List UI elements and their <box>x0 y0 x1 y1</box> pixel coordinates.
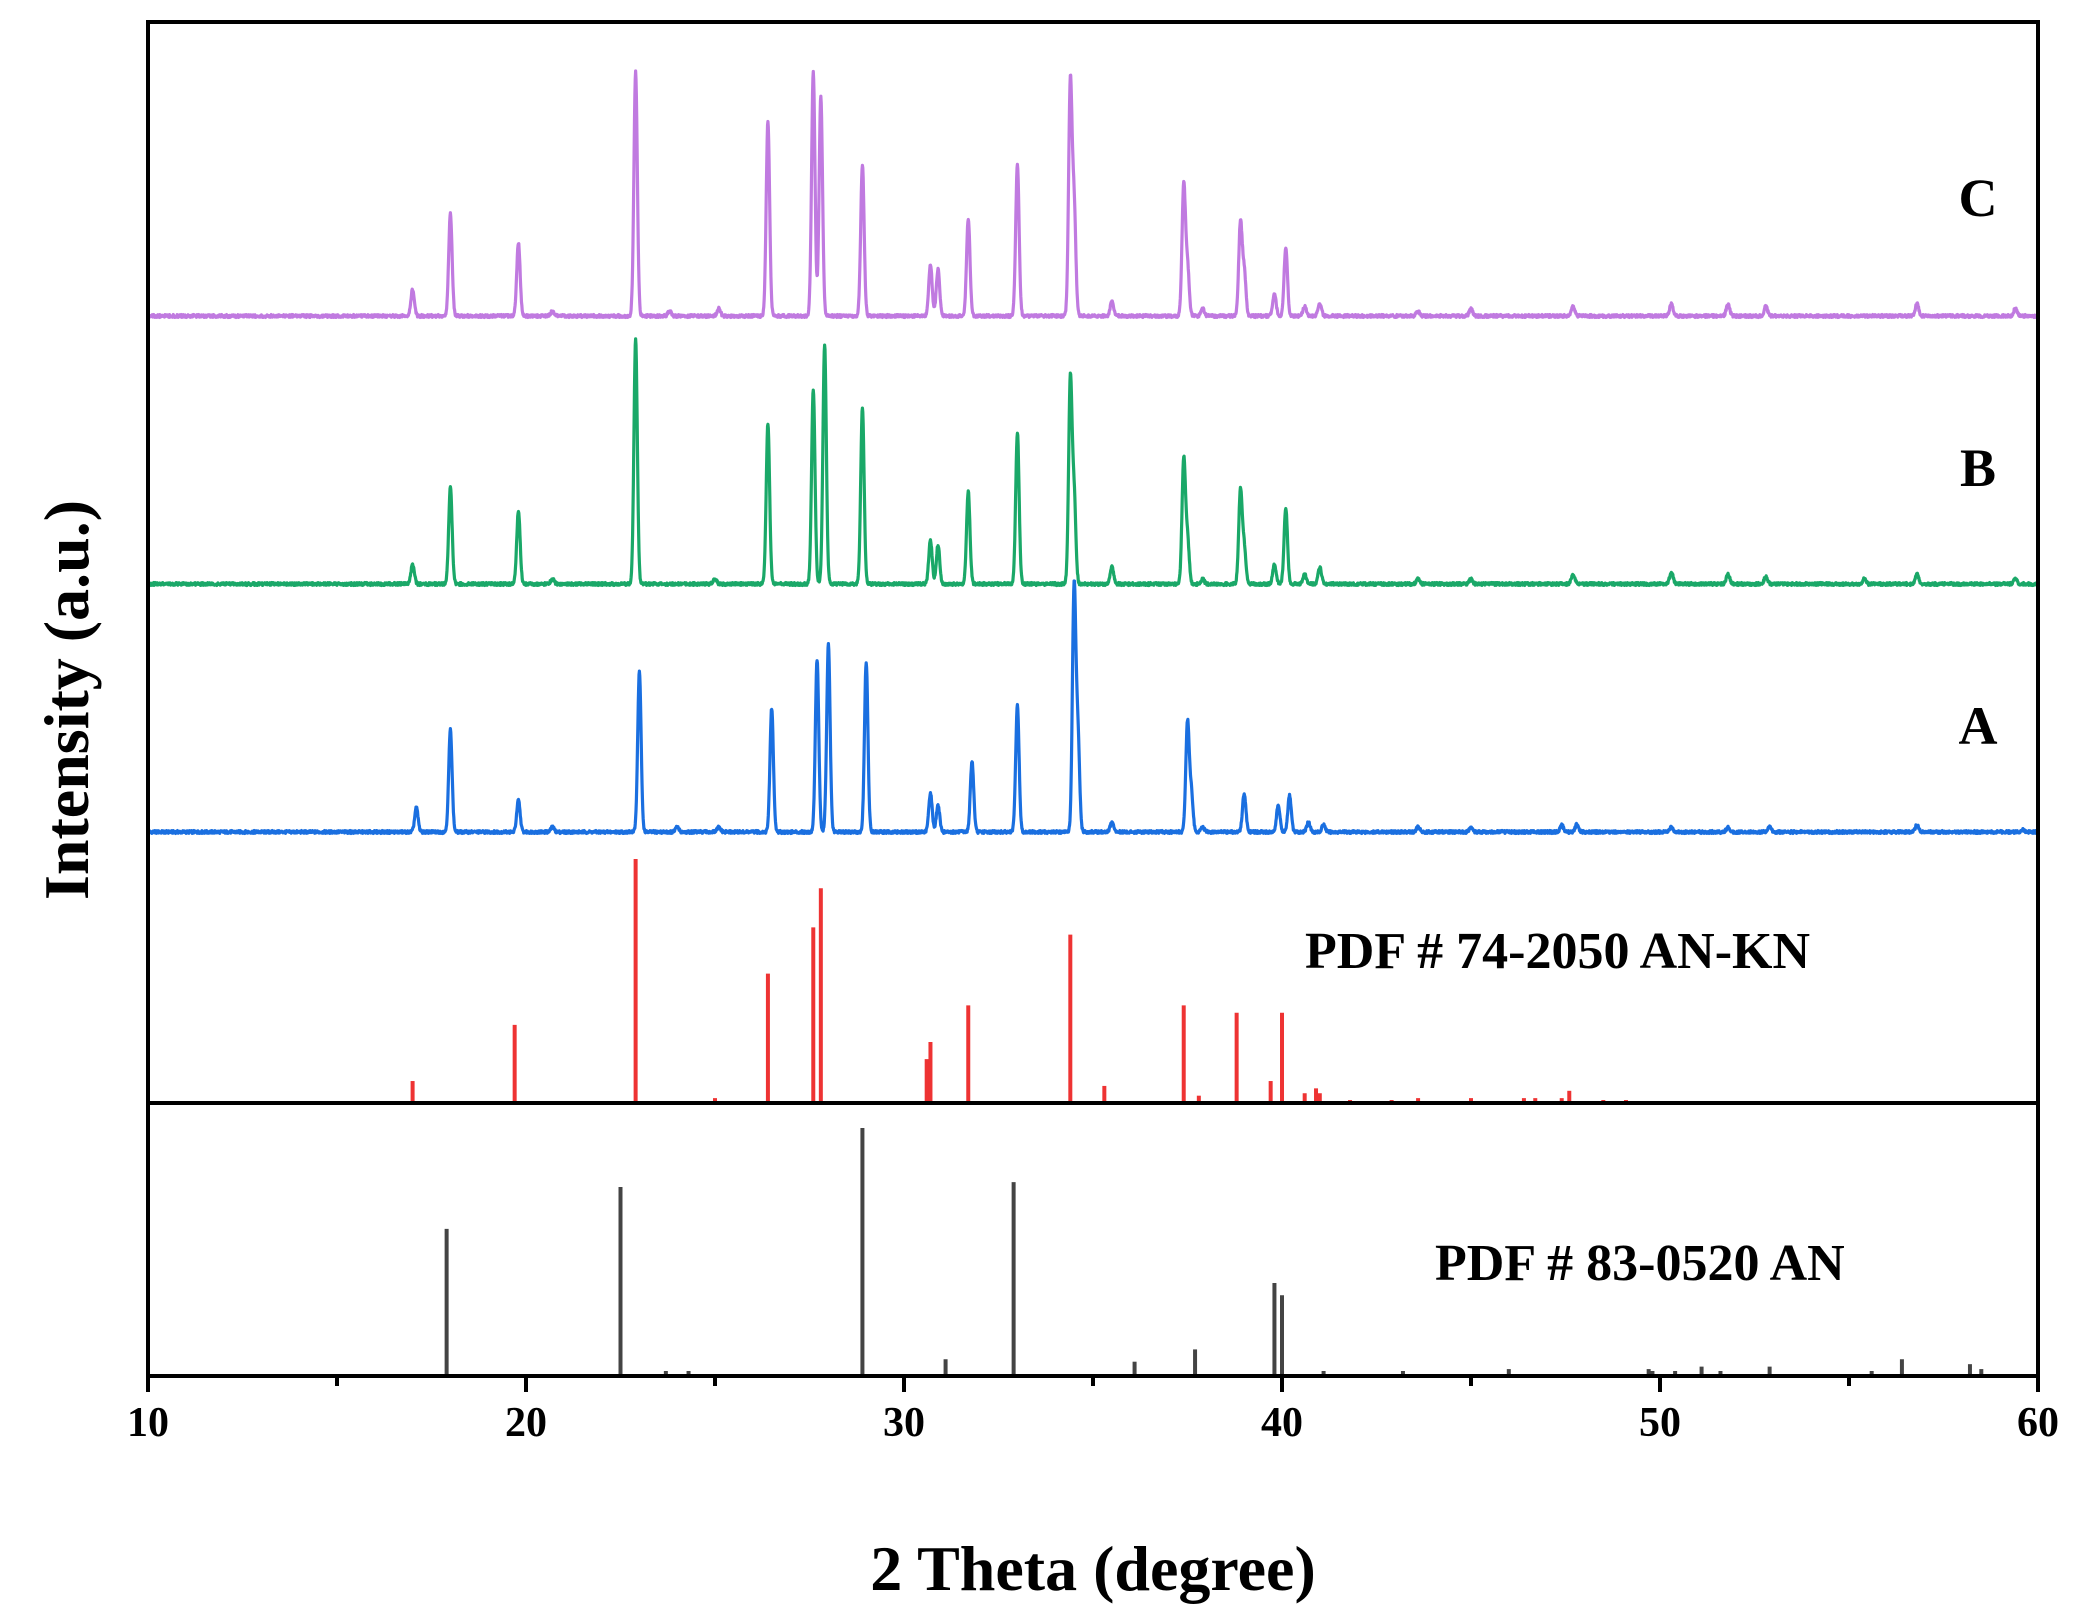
series-label-a: A <box>1959 696 1998 756</box>
series-a-line <box>146 579 2040 836</box>
reference-label-an: PDF # 83-0520 AN <box>1435 1235 1845 1292</box>
series-c-line <box>146 69 2040 320</box>
series-label-c: C <box>1959 168 1998 228</box>
x-tick-label-60: 60 <box>2017 1400 2059 1446</box>
x-axis-title: 2 Theta (degree) <box>870 1533 1316 1604</box>
y-axis-title: Intensity (a.u.) <box>31 500 102 900</box>
reference-an-layer <box>444 1128 1984 1374</box>
x-tick-label-10: 10 <box>127 1400 169 1446</box>
x-tick-label-50: 50 <box>1639 1400 1681 1446</box>
series-b-line <box>146 337 2040 588</box>
x-ticks: 10 20 30 40 50 60 <box>127 1376 2059 1446</box>
reference-label-ankn: PDF # 74-2050 AN-KN <box>1305 923 1810 980</box>
reference-ankn-layer <box>410 859 1628 1103</box>
series-layer <box>146 69 2040 836</box>
series-label-b: B <box>1960 438 1996 498</box>
x-tick-label-20: 20 <box>505 1400 547 1446</box>
x-tick-label-40: 40 <box>1261 1400 1303 1446</box>
x-tick-label-30: 30 <box>883 1400 925 1446</box>
